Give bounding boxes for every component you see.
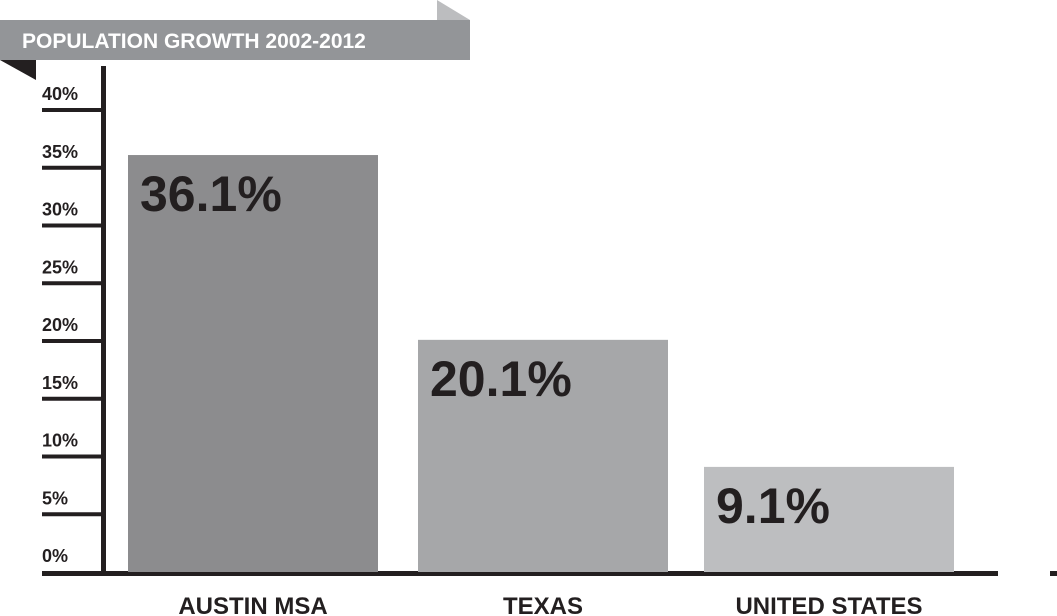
y-tick — [42, 512, 104, 517]
y-tick-label: 40% — [42, 84, 78, 104]
y-tick — [42, 223, 104, 228]
y-tick — [42, 339, 104, 343]
x-axis-line — [42, 571, 998, 576]
y-tick — [42, 165, 104, 170]
bar-value-label: 36.1% — [140, 166, 282, 222]
y-tick-label: 30% — [42, 200, 78, 220]
y-tick — [42, 281, 104, 286]
y-tick-label: 25% — [42, 257, 78, 277]
ribbon-band — [0, 20, 470, 60]
axes — [42, 66, 1057, 576]
bar-value-label: 20.1% — [430, 351, 572, 407]
y-tick — [42, 454, 104, 459]
category-label: AUSTIN MSA — [178, 593, 327, 616]
y-tick-label: 5% — [42, 488, 68, 508]
bar-value-label: 9.1% — [716, 478, 830, 534]
bar — [704, 466, 954, 572]
category-label: TEXAS — [503, 593, 583, 616]
y-tick — [42, 108, 104, 112]
bar — [418, 339, 668, 572]
y-tick-label: 20% — [42, 315, 78, 335]
title-ribbon: POPULATION GROWTH 2002-2012 — [0, 0, 470, 80]
labels: 0% 5% 10% 15% 20% 25% 30% 35% 40% 36.1% AUSTIN MSA… — [42, 84, 923, 616]
axis-end-mark — [1050, 571, 1057, 576]
y-tick-label: 0% — [42, 546, 68, 566]
y-tick — [42, 396, 104, 401]
ribbon-tail — [0, 60, 36, 80]
bar — [128, 155, 378, 573]
bars — [128, 155, 954, 573]
y-tick-label: 10% — [42, 431, 78, 451]
y-tick-label: 15% — [42, 373, 78, 393]
y-axis-line — [101, 66, 106, 576]
chart-title: POPULATION GROWTH 2002-2012 — [22, 30, 366, 53]
category-label: UNITED STATES — [735, 593, 922, 616]
y-tick-label: 35% — [42, 142, 78, 162]
